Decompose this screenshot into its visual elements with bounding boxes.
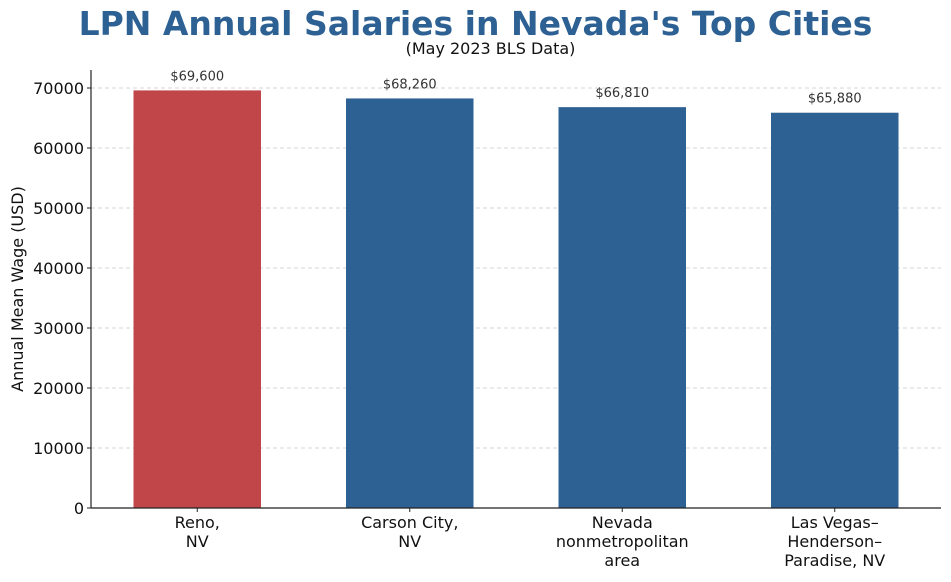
y-axis-label: Annual Mean Wage (USD) [8,186,27,392]
chart-title: LPN Annual Salaries in Nevada's Top Citi… [78,4,873,43]
x-tick-label: Reno, NV [175,513,220,551]
bar-value-label: $65,880 [808,92,862,107]
y-tick-label: 70000 [33,79,84,98]
x-tick-label: Las Vegas– Henderson– Paradise, NV [784,513,885,570]
y-tick-label: 0 [74,499,84,518]
axes: 0 10000 20000 30000 40000 50000 60000 70000 Reno… [33,70,941,570]
bar [346,98,474,508]
bar-value-label: $69,600 [170,69,224,84]
y-tick-label: 40000 [33,259,84,278]
bar [558,107,686,508]
data-labels: $69,600 $68,260 $66,810 $65,880 [170,69,861,106]
bar [133,90,261,509]
y-tick-label: 60000 [33,139,84,158]
bar-value-label: $66,810 [595,86,649,101]
bars [133,90,899,509]
y-tick-label: 50000 [33,199,84,218]
bar-value-label: $68,260 [383,77,437,92]
y-tick-label: 10000 [33,439,84,458]
x-tick-label: Carson City, NV [361,513,458,551]
y-tick-label: 30000 [33,319,84,338]
y-tick-label: 20000 [33,379,84,398]
x-tick-label: Nevada nonmetropolitan area [556,513,689,570]
chart-subtitle: (May 2023 BLS Data) [405,39,576,58]
bar [771,112,899,508]
